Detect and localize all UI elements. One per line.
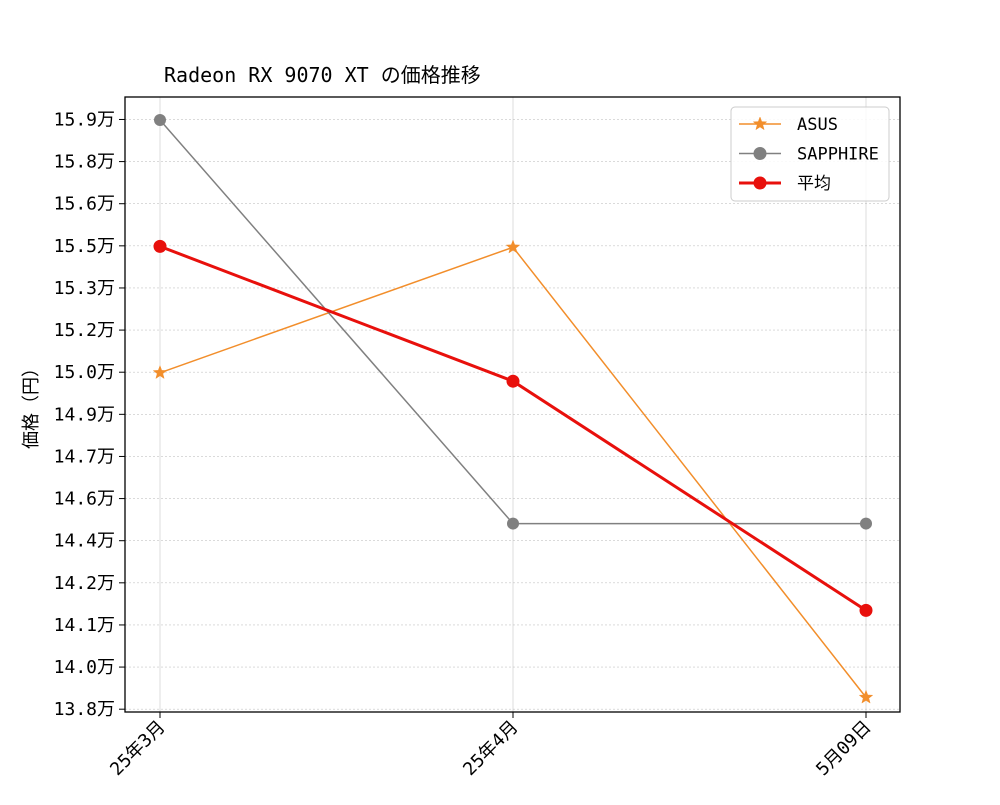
data-point	[152, 365, 168, 380]
legend-label: SAPPHIRE	[797, 145, 879, 165]
data-point	[858, 689, 874, 704]
legend-swatch-marker	[753, 176, 767, 190]
legend: ASUS SAPPHIRE 平均	[730, 106, 890, 202]
y-tick-label: 13.8万	[54, 699, 115, 720]
data-point	[859, 603, 873, 617]
y-tick-label: 15.2万	[54, 320, 115, 341]
y-tick-label: 15.6万	[54, 194, 115, 215]
y-tick-label: 15.8万	[54, 152, 115, 173]
chart-title: Radeon RX 9070 XT の価格推移	[164, 63, 481, 87]
y-tick-label: 14.6万	[54, 489, 115, 510]
y-axis-label: 価格（円）	[21, 359, 42, 449]
y-tick-label: 14.1万	[54, 615, 115, 636]
data-point	[153, 239, 167, 253]
x-tick-label: 25年3月	[106, 717, 169, 780]
y-tick-label: 15.5万	[54, 236, 115, 257]
data-point	[154, 114, 166, 127]
y-tick-label: 15.9万	[54, 109, 115, 130]
legend-label: 平均	[797, 174, 831, 194]
series-1	[152, 239, 874, 704]
y-tick-label: 14.9万	[54, 404, 115, 425]
y-tick-label: 15.0万	[54, 362, 115, 383]
data-point	[860, 517, 872, 530]
legend-item: SAPPHIRE	[739, 145, 879, 165]
legend-item: 平均	[739, 174, 831, 194]
legend-label: ASUS	[797, 115, 838, 135]
legend-item: ASUS	[739, 115, 838, 135]
x-tick-label: 5月09日	[812, 717, 875, 780]
x-tick-label: 25年4月	[459, 717, 522, 780]
y-tick-label: 15.3万	[54, 278, 115, 299]
tick-layer: 25年3月 25年4月 5月09日 13.8万 14.0万 14.1万 14.2万 14.4万…	[54, 109, 876, 780]
legend-swatch-marker	[752, 116, 768, 131]
y-tick-label: 14.2万	[54, 573, 115, 594]
series-3	[153, 239, 873, 617]
y-tick-label: 14.7万	[54, 446, 115, 467]
series-2	[154, 114, 872, 530]
series-layer	[152, 114, 874, 704]
y-tick-label: 14.4万	[54, 531, 115, 552]
legend-box	[730, 106, 890, 202]
y-tick-label: 14.0万	[54, 657, 115, 678]
data-point	[506, 374, 520, 388]
legend-swatch-marker	[753, 147, 767, 160]
data-point	[507, 517, 519, 530]
data-point	[505, 239, 521, 254]
